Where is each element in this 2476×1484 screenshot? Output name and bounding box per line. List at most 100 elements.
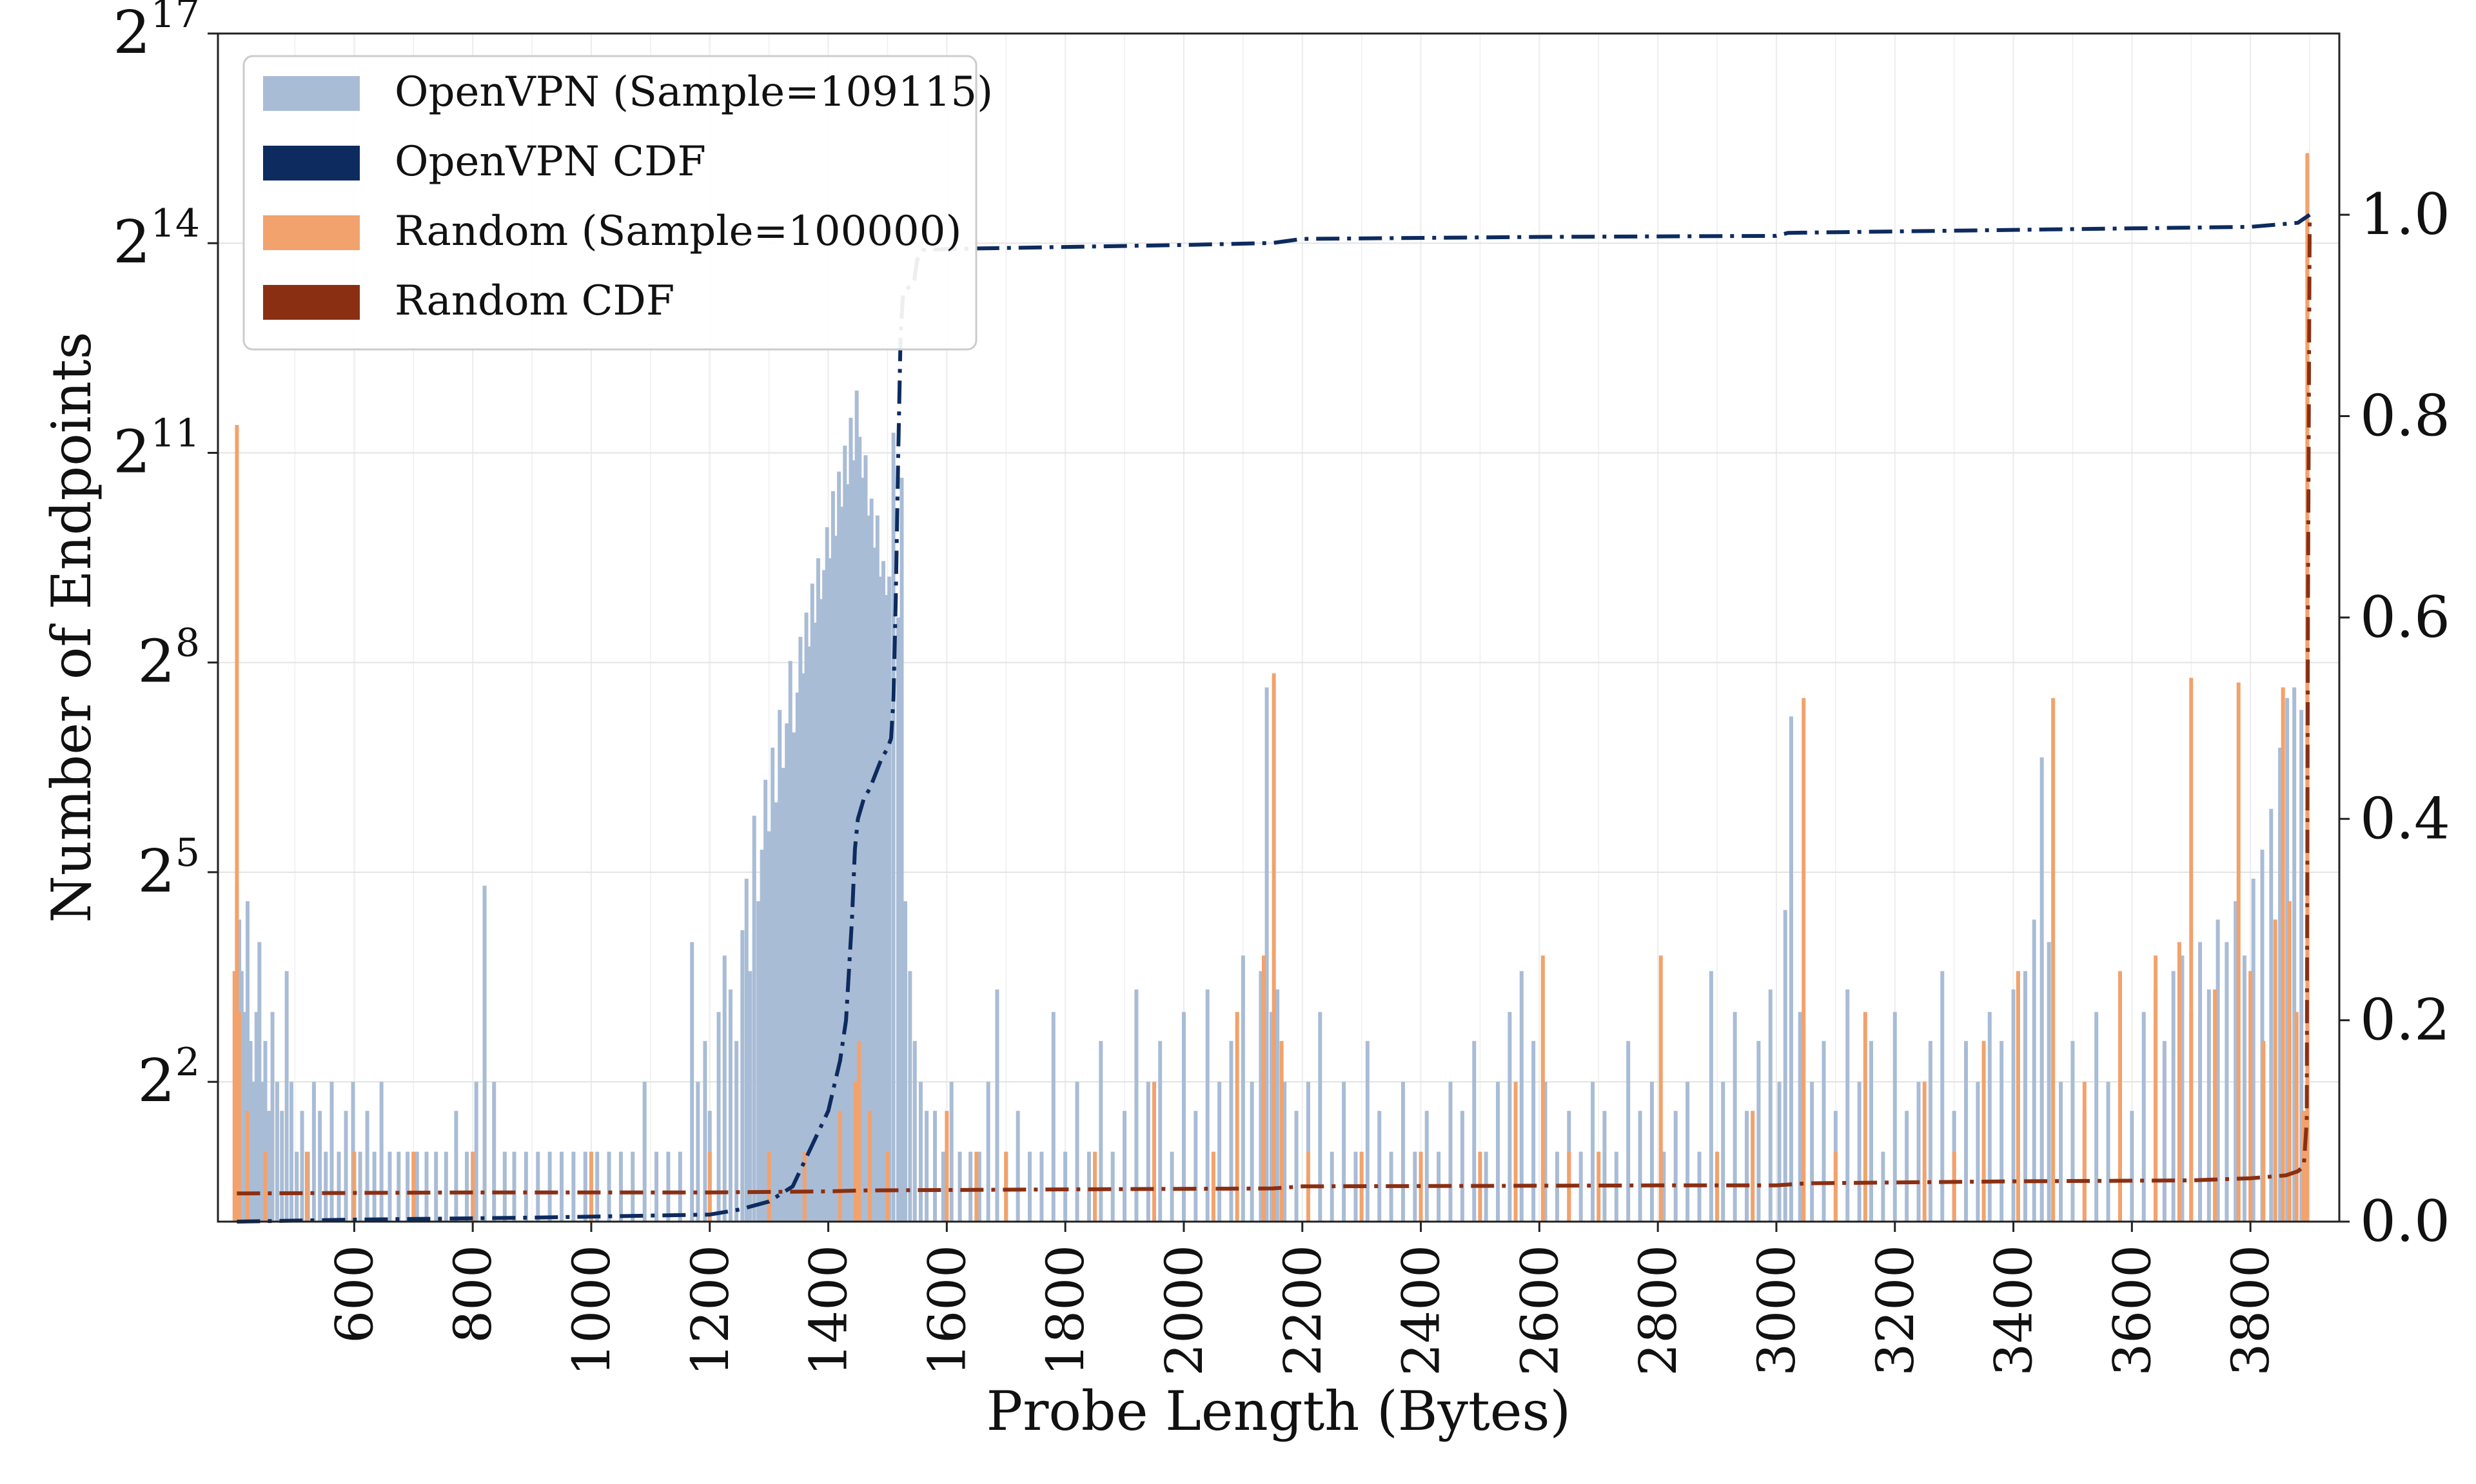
x-tick-label: 1000	[562, 1245, 622, 1376]
openvpn-bar	[881, 561, 886, 1222]
openvpn-bar	[1709, 971, 1713, 1222]
random-bar	[802, 1151, 807, 1222]
openvpn-bar	[878, 576, 883, 1222]
openvpn-bar	[1940, 971, 1945, 1222]
random-bar	[1952, 1151, 1956, 1222]
random-cdf-line	[237, 215, 2312, 1196]
openvpn-bar	[785, 723, 789, 1222]
openvpn-bar	[925, 1111, 929, 1222]
openvpn-bar	[1099, 1040, 1103, 1222]
openvpn-bar	[251, 1082, 256, 1222]
openvpn-bar	[1578, 1151, 1583, 1222]
openvpn-bar	[2171, 971, 2176, 1222]
random-bar	[2154, 955, 2158, 1222]
x-tick-label: 1400	[799, 1245, 859, 1376]
openvpn-bar	[2242, 955, 2246, 1222]
openvpn-bar	[748, 971, 752, 1222]
openvpn-bar	[816, 558, 820, 1222]
openvpn-bar	[2023, 971, 2027, 1222]
openvpn-bar	[845, 484, 850, 1222]
openvpn-bar	[1976, 1082, 1980, 1222]
openvpn-bar	[941, 1151, 945, 1222]
openvpn-bar	[280, 1111, 284, 1222]
openvpn-bar	[854, 390, 859, 1222]
openvpn-bar	[397, 1151, 401, 1222]
openvpn-bar	[2285, 698, 2290, 1222]
x-tick-label: 1600	[917, 1245, 977, 1376]
openvpn-bar	[908, 971, 912, 1222]
random-bar	[838, 1111, 842, 1222]
openvpn-bar	[858, 436, 862, 1222]
y2-tick-label: 0.4	[2360, 785, 2450, 852]
openvpn-bar	[891, 433, 896, 1222]
openvpn-bar	[311, 1082, 316, 1222]
random-bar	[411, 1151, 416, 1222]
y2-tick-label: 0.0	[2360, 1188, 2450, 1255]
random-bar	[2281, 687, 2285, 1222]
openvpn-bar	[807, 646, 812, 1222]
openvpn-bar	[654, 1151, 659, 1222]
x-tick-label: 3600	[2102, 1245, 2162, 1376]
random-bar	[245, 1111, 250, 1222]
x-axis-ticks: 600 800 1000 1200 1400 1600 1800 2000 2200 2400 26…	[324, 1222, 2281, 1376]
openvpn-bar	[1051, 1011, 1056, 1222]
openvpn-bar	[267, 1111, 271, 1222]
openvpn-bar	[852, 460, 856, 1222]
openvpn-bar	[474, 1082, 478, 1222]
openvpn-bar	[1448, 1082, 1453, 1222]
openvpn-bar	[734, 1040, 739, 1222]
random-bar	[1152, 1082, 1157, 1222]
openvpn-bar	[949, 1082, 954, 1222]
openvpn-bar	[795, 692, 800, 1222]
random-bar	[2051, 698, 2056, 1222]
openvpn-bar	[740, 930, 745, 1222]
openvpn-bar	[2225, 942, 2229, 1222]
openvpn-bar	[792, 732, 796, 1222]
openvpn-bar	[444, 1151, 448, 1222]
y2-tick-label: 0.8	[2360, 383, 2450, 449]
random-bar	[2287, 901, 2292, 1222]
openvpn-bar	[912, 1040, 917, 1222]
random-bar	[767, 1151, 771, 1222]
openvpn-bar	[434, 1151, 438, 1222]
random-bar	[304, 1151, 309, 1222]
openvpn-bar	[242, 1011, 247, 1222]
openvpn-bar	[1134, 989, 1139, 1222]
openvpn-bar	[887, 576, 892, 1222]
plot-frame	[217, 32, 2341, 1223]
openvpn-bar	[245, 901, 250, 1222]
openvpn-bar	[2251, 879, 2255, 1222]
openvpn-bar	[666, 1151, 671, 1222]
openvpn-bar	[2094, 1011, 2099, 1222]
openvpn-bar	[869, 498, 874, 1222]
openvpn-bar	[1626, 1040, 1631, 1222]
openvpn-bar	[1158, 1040, 1163, 1222]
openvpn-bar	[2234, 901, 2238, 1222]
x-tick-label: 2600	[1509, 1245, 1569, 1376]
openvpn-bar	[1822, 1040, 1826, 1222]
y2-tick-label: 1.0	[2360, 181, 2450, 248]
y-axis-title: Number of Endpoints	[40, 331, 103, 923]
openvpn-bar	[995, 989, 999, 1222]
openvpn-bar	[767, 831, 771, 1222]
random-bar	[2189, 678, 2194, 1222]
openvpn-bar	[801, 673, 805, 1222]
openvpn-bar	[1123, 1111, 1127, 1222]
random-bar	[707, 1151, 712, 1222]
x-tick-label: 2200	[1273, 1245, 1333, 1376]
openvpn-bar	[840, 507, 844, 1222]
openvpn-bar	[1591, 1082, 1595, 1222]
openvpn-bar	[872, 547, 877, 1222]
openvpn-bar	[1916, 1082, 1921, 1222]
openvpn-bar	[1063, 1151, 1068, 1222]
x-tick-label: 3200	[1865, 1245, 1925, 1376]
openvpn-bar	[365, 1111, 369, 1222]
random-bar	[2294, 1011, 2299, 1222]
openvpn-bar	[1269, 1011, 1273, 1222]
openvpn-bar	[1685, 1082, 1690, 1222]
openvpn-bar	[1733, 1011, 1737, 1222]
openvpn-bar	[1075, 1082, 1079, 1222]
random-bar	[1419, 1151, 1423, 1222]
openvpn-bar	[642, 1082, 647, 1222]
openvpn-bar	[1519, 971, 1524, 1222]
